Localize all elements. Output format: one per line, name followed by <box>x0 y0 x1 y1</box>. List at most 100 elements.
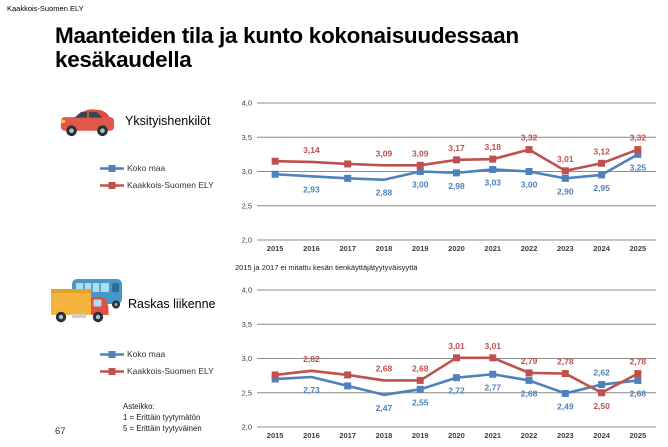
data-label: 3,00 <box>521 180 538 190</box>
legend-heavy-traffic: Koko maa Kaakkois-Suomen ELY <box>100 349 214 376</box>
x-tick-label: 2016 <box>303 431 320 440</box>
data-point-marker <box>271 157 279 165</box>
y-tick-label: 2,0 <box>242 423 252 432</box>
gridlines <box>257 102 656 241</box>
data-label: 3,32 <box>521 133 538 143</box>
data-point-marker <box>453 156 460 164</box>
x-tick-label: 2023 <box>557 431 574 440</box>
legend-private-individuals: Koko maa Kaakkois-Suomen ELY <box>100 163 214 190</box>
data-point-marker <box>634 376 642 384</box>
data-label: 3,00 <box>412 180 429 190</box>
data-label: 2,82 <box>303 354 320 364</box>
scale-note: Asteikko: 1 = Erittäin tyytymätön 5 = Er… <box>123 402 202 435</box>
x-tick-label: 2016 <box>303 244 320 253</box>
x-tick-label: 2015 <box>267 431 284 440</box>
page-number: 67 <box>55 426 66 437</box>
y-tick-label: 2,5 <box>242 388 252 397</box>
scale-note-line: 5 = Erittäin tyytyväinen <box>123 423 202 433</box>
x-tick-label: 2015 <box>267 244 284 253</box>
data-label: 3,32 <box>630 133 647 143</box>
y-tick-label: 3,0 <box>242 167 252 176</box>
data-label: 2,68 <box>412 363 429 373</box>
data-label: 3,25 <box>630 162 647 172</box>
section-label-private-individuals: Yksityishenkilöt <box>125 114 211 128</box>
x-tick-label: 2023 <box>557 244 574 253</box>
x-tick-label: 2020 <box>448 431 465 440</box>
data-label: 2,72 <box>448 386 465 396</box>
data-label: 2,93 <box>303 184 320 194</box>
section-label-heavy-traffic: Raskas liikenne <box>128 297 216 311</box>
y-tick-label: 2,0 <box>242 236 252 245</box>
data-point-marker <box>598 159 606 167</box>
data-point-marker <box>416 376 424 384</box>
data-point-marker <box>344 160 352 168</box>
series-kaakkois-suomen-ely: 2,82 2,68 2,68 3,01 3,01 2,79 2,78 2,50 2,78 <box>271 341 646 411</box>
scale-note-line: 1 = Erittäin tyytymätön <box>123 412 201 422</box>
y-tick-label: 4,0 <box>242 99 252 108</box>
line-marker-swatch-icon <box>100 164 124 172</box>
line-marker-swatch-icon <box>100 350 124 358</box>
x-tick-label: 2018 <box>376 431 393 440</box>
data-label: 3,09 <box>412 148 429 158</box>
data-point-marker <box>598 171 606 179</box>
legend-item-koko-maa: Koko maa <box>100 349 214 359</box>
car-icon <box>58 102 116 147</box>
data-label: 2,73 <box>303 385 320 395</box>
data-point-marker <box>453 354 460 362</box>
data-label: 2,55 <box>412 397 429 407</box>
data-label: 3,01 <box>448 341 465 351</box>
data-point-marker <box>416 168 424 175</box>
data-label: 2,62 <box>593 368 610 378</box>
data-point-marker <box>489 165 497 173</box>
legend-item-kaakkois-suomen-ely: Kaakkois-Suomen ELY <box>100 180 214 190</box>
data-point-marker <box>561 167 569 175</box>
x-tick-label: 2025 <box>630 431 647 440</box>
truck-bus-icon <box>50 276 124 337</box>
y-tick-label: 4,0 <box>242 286 252 295</box>
data-point-marker <box>598 381 606 389</box>
data-label: 2,88 <box>376 188 393 198</box>
data-point-marker <box>416 161 424 169</box>
data-label: 3,01 <box>557 154 574 164</box>
data-point-marker <box>416 385 424 393</box>
data-point-marker <box>561 174 569 182</box>
data-point-marker <box>561 370 569 378</box>
y-tick-label: 3,0 <box>242 354 252 363</box>
data-label: 3,18 <box>484 142 501 152</box>
data-point-marker <box>634 146 642 154</box>
data-point-marker <box>344 371 352 379</box>
legend-item-kaakkois-suomen-ely: Kaakkois-Suomen ELY <box>100 366 214 376</box>
series-koko-maa: 2,73 2,47 2,55 2,72 2,77 2,68 2,49 2,62 2,68 <box>271 368 646 413</box>
legend-label: Koko maa <box>127 349 166 359</box>
data-label: 2,90 <box>557 186 574 196</box>
data-label: 3,12 <box>593 146 610 156</box>
x-tick-label: 2024 <box>593 431 611 440</box>
x-tick-label: 2022 <box>521 244 538 253</box>
data-label: 3,01 <box>484 341 501 351</box>
data-label: 2,47 <box>376 403 393 413</box>
data-point-marker <box>525 168 533 175</box>
line-marker-swatch-icon <box>100 367 124 375</box>
data-point-marker <box>525 369 533 377</box>
data-point-marker <box>525 376 533 384</box>
x-tick-label: 2017 <box>339 244 356 253</box>
series-koko-maa: 2,93 2,88 3,00 2,98 3,03 3,00 2,90 2,95 3,25 <box>271 150 647 198</box>
header-label: Kaakkois-Suomen ELY <box>7 4 84 13</box>
data-label: 3,14 <box>303 145 320 155</box>
y-tick-label: 2,5 <box>242 201 252 210</box>
data-label: 2,95 <box>593 183 610 193</box>
line-marker-swatch-icon <box>100 181 124 189</box>
data-label: 3,17 <box>448 143 465 153</box>
x-tick-label: 2021 <box>484 431 501 440</box>
data-point-marker <box>525 146 533 154</box>
series-kaakkois-suomen-ely: 3,14 3,09 3,09 3,17 3,18 3,32 3,01 3,12 3,32 <box>271 133 647 175</box>
data-point-marker <box>598 389 606 397</box>
data-point-marker <box>271 170 279 178</box>
data-point-marker <box>453 374 460 382</box>
data-point-marker <box>634 370 642 378</box>
data-label: 3,03 <box>484 177 501 187</box>
legend-label: Kaakkois-Suomen ELY <box>127 366 214 376</box>
x-tick-label: 2020 <box>448 244 465 253</box>
data-point-marker <box>271 371 279 379</box>
